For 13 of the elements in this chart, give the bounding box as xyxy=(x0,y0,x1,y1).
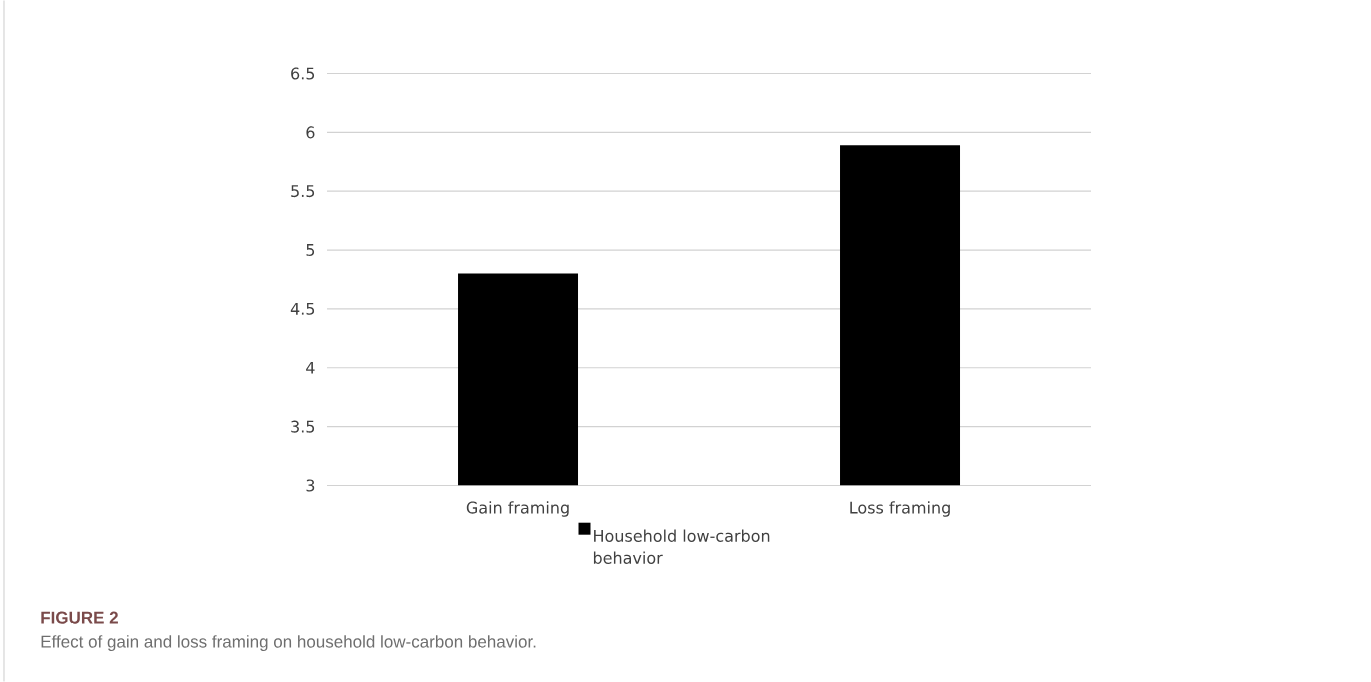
y-tick-label: 5 xyxy=(306,244,315,257)
legend-label: Household low-carbon behavior xyxy=(593,529,770,564)
x-tick-label: Gain framing xyxy=(466,501,569,517)
y-tick-label: 4 xyxy=(306,361,315,374)
y-tick-label: 3 xyxy=(306,479,315,492)
x-tick-label: Loss framing xyxy=(850,501,950,517)
y-tick-label: 4.5 xyxy=(290,302,315,315)
caption: FIGURE 2 xyxy=(41,611,118,624)
y-tick-label: 3.5 xyxy=(291,420,315,433)
y-tick-label: 6 xyxy=(306,126,315,139)
text: Effect of gain and loss framing on household low-carbon behavior. xyxy=(41,635,536,652)
y-tick-label: 5.5 xyxy=(291,185,315,198)
y-tick-label: 6.5 xyxy=(291,67,315,80)
